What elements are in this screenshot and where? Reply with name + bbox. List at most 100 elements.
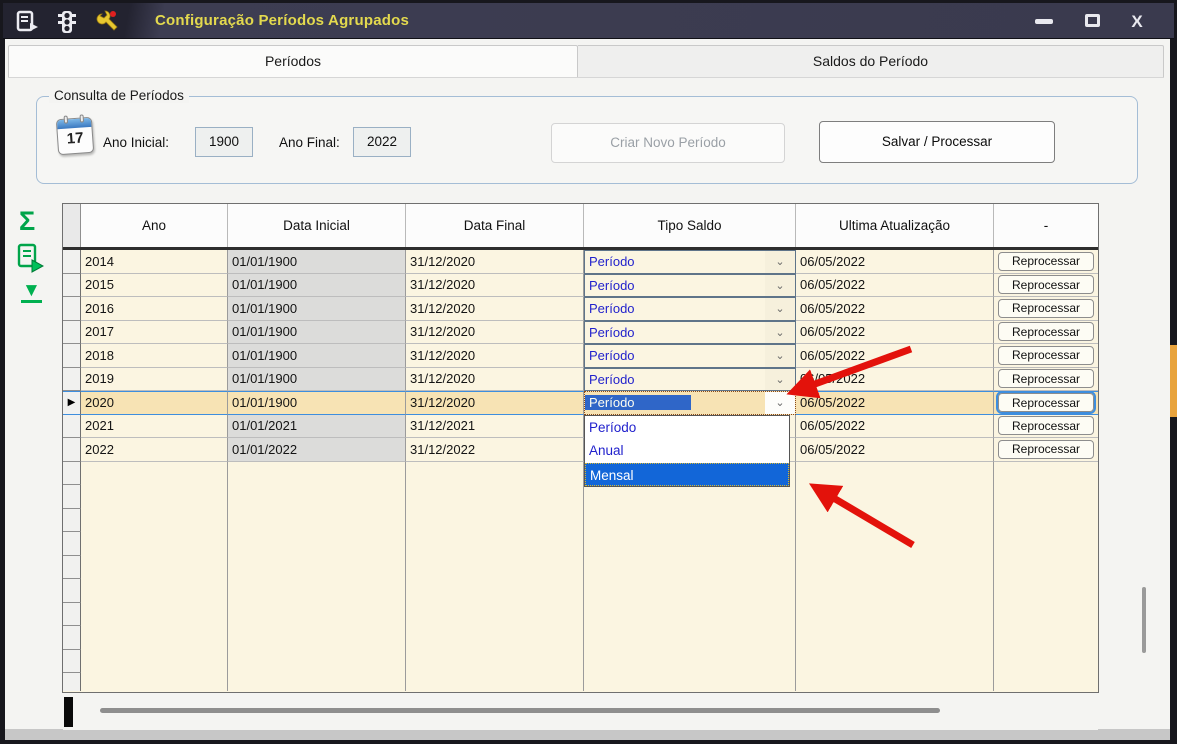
header-ultima-atualizacao[interactable]: Ultima Atualização <box>796 204 994 247</box>
cell-acao: Reprocessar <box>994 438 1098 462</box>
cell-data-final[interactable]: 31/12/2021 <box>406 414 584 438</box>
traffic-light-icon[interactable] <box>55 10 79 34</box>
cell-ultima[interactable]: 06/05/2022 <box>796 273 994 297</box>
cell-data-inicial[interactable]: 01/01/1900 <box>228 391 406 415</box>
row-selector[interactable] <box>63 273 81 297</box>
row-selector[interactable] <box>63 438 81 462</box>
cell-data-final[interactable]: 31/12/2020 <box>406 273 584 297</box>
tipo-saldo-combobox[interactable]: Período ⌄ <box>584 273 796 297</box>
row-selector[interactable] <box>63 250 81 274</box>
cell-ultima[interactable]: 06/05/2022 <box>796 367 994 391</box>
criar-novo-periodo-button[interactable]: Criar Novo Período <box>551 123 785 163</box>
cell-data-final[interactable]: 31/12/2020 <box>406 367 584 391</box>
chevron-down-icon[interactable]: ⌄ <box>765 392 795 414</box>
cell-ano[interactable]: 2017 <box>81 320 228 344</box>
cell-ultima[interactable]: 06/05/2022 <box>796 414 994 438</box>
cell-data-final[interactable]: 31/12/2020 <box>406 391 584 415</box>
reprocessar-button[interactable]: Reprocessar <box>998 439 1094 459</box>
salvar-processar-button[interactable]: Salvar / Processar <box>819 121 1055 163</box>
reprocessar-button[interactable]: Reprocessar <box>998 275 1094 295</box>
ano-inicial-field[interactable]: 1900 <box>195 127 253 157</box>
wrench-icon[interactable] <box>95 10 119 34</box>
dropdown-option-anual[interactable]: Anual <box>589 443 624 458</box>
cell-ano[interactable]: 2020 <box>81 391 228 415</box>
tipo-saldo-combobox[interactable]: Período ⌄ <box>584 297 796 321</box>
horizontal-scrollbar-thumb[interactable] <box>100 708 940 713</box>
tipo-saldo-combobox-open[interactable]: Período ⌄ <box>584 391 796 415</box>
tipo-saldo-combobox[interactable]: Período ⌄ <box>584 367 796 391</box>
row-selector[interactable] <box>63 367 81 391</box>
reprocessar-button[interactable]: Reprocessar <box>998 322 1094 342</box>
cell-data-final[interactable]: 31/12/2020 <box>406 297 584 321</box>
cell-ano[interactable]: 2015 <box>81 273 228 297</box>
export-record-icon[interactable] <box>16 243 45 278</box>
reprocessar-button[interactable]: Reprocessar <box>998 345 1094 365</box>
row-selector[interactable] <box>63 344 81 368</box>
tipo-saldo-combobox[interactable]: Período ⌄ <box>584 344 796 368</box>
cell-ultima[interactable]: 06/05/2022 <box>796 391 994 415</box>
reprocessar-button[interactable]: Reprocessar <box>998 369 1094 389</box>
tipo-saldo-combobox[interactable]: Período ⌄ <box>584 250 796 274</box>
chevron-down-icon[interactable]: ⌄ <box>765 298 795 320</box>
cell-data-final[interactable]: 31/12/2020 <box>406 320 584 344</box>
cell-data-inicial[interactable]: 01/01/2022 <box>228 438 406 462</box>
header-data-final[interactable]: Data Final <box>406 204 584 247</box>
close-button[interactable]: X <box>1131 12 1143 31</box>
minimize-button[interactable] <box>1028 11 1060 33</box>
row-selector-active[interactable]: ▶ <box>63 391 81 415</box>
cell-data-inicial[interactable]: 01/01/1900 <box>228 250 406 274</box>
cell-ano[interactable]: 2022 <box>81 438 228 462</box>
cell-ano[interactable]: 2019 <box>81 367 228 391</box>
maximize-button[interactable] <box>1076 11 1108 33</box>
row-selector[interactable] <box>63 297 81 321</box>
chevron-down-icon[interactable]: ⌄ <box>765 274 795 296</box>
groupbox-legend: Consulta de Períodos <box>49 88 189 103</box>
reprocessar-button[interactable]: Reprocessar <box>998 416 1094 436</box>
reprocessar-button[interactable]: Reprocessar <box>996 391 1096 414</box>
cell-data-final[interactable]: 31/12/2020 <box>406 344 584 368</box>
header-acao[interactable]: - <box>994 204 1098 247</box>
row-selector[interactable] <box>63 414 81 438</box>
chevron-down-icon[interactable]: ⌄ <box>765 321 795 343</box>
cell-data-inicial[interactable]: 01/01/1900 <box>228 297 406 321</box>
dropdown-option-mensal[interactable]: Mensal <box>585 462 789 486</box>
cell-data-final[interactable]: 31/12/2022 <box>406 438 584 462</box>
cell-data-inicial[interactable]: 01/01/1900 <box>228 273 406 297</box>
cell-ultima[interactable]: 06/05/2022 <box>796 438 994 462</box>
cell-ano[interactable]: 2016 <box>81 297 228 321</box>
row-selector[interactable] <box>63 320 81 344</box>
goto-last-icon[interactable]: ▼ <box>21 280 42 303</box>
cell-data-inicial[interactable]: 01/01/1900 <box>228 367 406 391</box>
cell-ultima[interactable]: 06/05/2022 <box>796 297 994 321</box>
reprocessar-button[interactable]: Reprocessar <box>998 298 1094 318</box>
tab-saldos-do-periodo[interactable]: Saldos do Período <box>578 45 1164 78</box>
cell-ultima[interactable]: 06/05/2022 <box>796 344 994 368</box>
cell-data-inicial[interactable]: 01/01/2021 <box>228 414 406 438</box>
chevron-down-icon[interactable]: ⌄ <box>765 368 795 390</box>
cell-ano[interactable]: 2018 <box>81 344 228 368</box>
cell-data-inicial[interactable]: 01/01/1900 <box>228 320 406 344</box>
chevron-down-icon[interactable]: ⌄ <box>765 251 795 273</box>
cell-ano[interactable]: 2014 <box>81 250 228 274</box>
dropdown-option-periodo[interactable]: Período <box>589 419 637 435</box>
vertical-scrollbar-thumb[interactable] <box>1142 587 1146 653</box>
header-ano[interactable]: Ano <box>81 204 228 247</box>
cell-data-inicial[interactable]: 01/01/1900 <box>228 344 406 368</box>
report-icon[interactable] <box>15 10 39 34</box>
titlebar: Configuração Períodos Agrupados X <box>3 3 1174 39</box>
cell-ano[interactable]: 2021 <box>81 414 228 438</box>
tipo-saldo-combobox[interactable]: Período ⌄ <box>584 320 796 344</box>
cell-ultima[interactable]: 06/05/2022 <box>796 250 994 274</box>
cell-data-final[interactable]: 31/12/2020 <box>406 250 584 274</box>
chevron-down-icon[interactable]: ⌄ <box>765 345 795 367</box>
reprocessar-button[interactable]: Reprocessar <box>998 251 1094 271</box>
header-tipo-saldo[interactable]: Tipo Saldo <box>584 204 796 247</box>
header-data-inicial[interactable]: Data Inicial <box>228 204 406 247</box>
cell-acao: Reprocessar <box>994 320 1098 344</box>
tab-periodos[interactable]: Períodos <box>8 45 578 78</box>
ano-final-field[interactable]: 2022 <box>353 127 411 157</box>
periods-grid: Ano Data Inicial Data Final Tipo Saldo U… <box>62 203 1099 693</box>
cell-ultima[interactable]: 06/05/2022 <box>796 320 994 344</box>
sum-icon[interactable]: Σ <box>19 206 36 236</box>
cell-acao: Reprocessar <box>994 367 1098 391</box>
